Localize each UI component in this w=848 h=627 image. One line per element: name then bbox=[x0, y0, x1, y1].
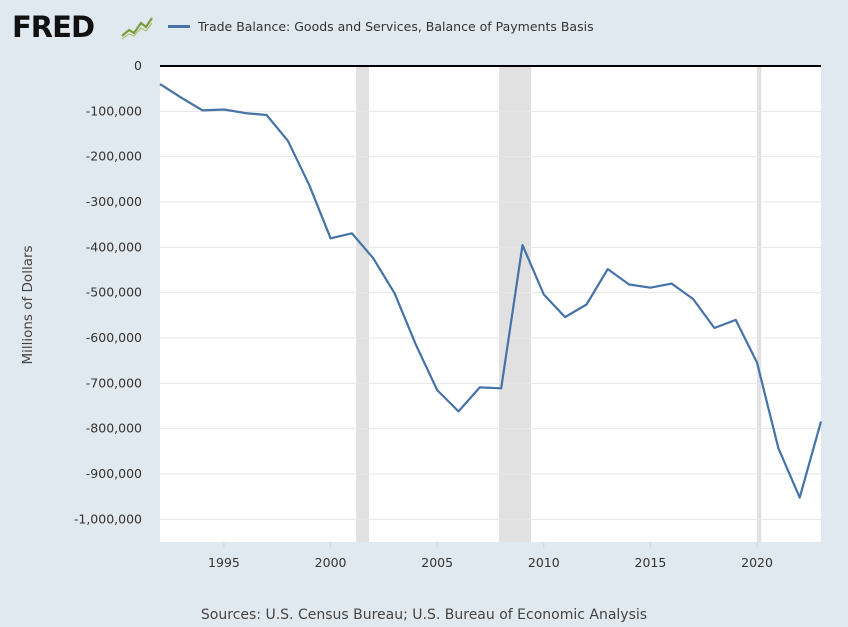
x-tick-label: 2015 bbox=[635, 555, 667, 570]
x-tick-label: 2020 bbox=[741, 555, 773, 570]
fred-chart-mark-icon bbox=[120, 14, 154, 40]
x-tick-label: 2000 bbox=[315, 555, 347, 570]
y-tick-label: -900,000 bbox=[86, 466, 142, 481]
fred-logo[interactable]: FRED bbox=[12, 10, 95, 44]
y-tick-label: -700,000 bbox=[86, 375, 142, 390]
y-tick-label: -400,000 bbox=[86, 239, 142, 254]
y-tick-label: -800,000 bbox=[86, 421, 142, 436]
recession-band bbox=[499, 66, 532, 542]
x-tick-label: 2010 bbox=[528, 555, 560, 570]
y-tick-label: -600,000 bbox=[86, 330, 142, 345]
source-note: Sources: U.S. Census Bureau; U.S. Bureau… bbox=[200, 607, 648, 623]
series-line bbox=[159, 83, 823, 499]
y-tick-label: -300,000 bbox=[86, 194, 142, 209]
x-tick-label: 2005 bbox=[421, 555, 453, 570]
y-tick-label: -1,000,000 bbox=[74, 511, 142, 526]
y-tick-label: -100,000 bbox=[86, 103, 142, 118]
y-tick-label: 0 bbox=[134, 58, 142, 73]
legend-swatch bbox=[168, 24, 190, 28]
x-tick-label: 1995 bbox=[208, 555, 240, 570]
legend-label: Trade Balance: Goods and Services, Balan… bbox=[198, 18, 594, 34]
recession-band bbox=[356, 66, 369, 542]
plot-background bbox=[160, 66, 821, 542]
recession-band bbox=[757, 66, 762, 542]
y-tick-label: -200,000 bbox=[86, 149, 142, 164]
y-tick-label: -500,000 bbox=[86, 285, 142, 300]
chart-legend: Trade Balance: Goods and Services, Balan… bbox=[168, 17, 594, 35]
